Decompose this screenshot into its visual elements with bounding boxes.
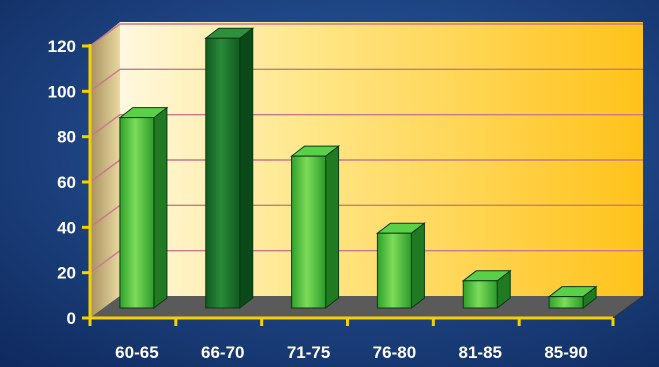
y-tick-label: 100 — [48, 82, 76, 101]
y-tick-label: 60 — [57, 173, 76, 192]
bar — [291, 155, 327, 309]
side-wall — [90, 22, 120, 318]
y-tick-label: 0 — [67, 309, 76, 328]
gridline-side — [89, 250, 121, 274]
x-tick-label: 66-70 — [201, 343, 244, 362]
bar-side — [153, 106, 168, 310]
bar — [548, 296, 584, 309]
gridline-side — [89, 159, 121, 183]
y-tick-label: 80 — [57, 128, 76, 147]
bar-side — [239, 27, 254, 310]
gridline-side — [89, 114, 121, 138]
y-tick-label: 40 — [57, 218, 76, 237]
x-tick-label: 60-65 — [115, 343, 158, 362]
floor-edge — [612, 295, 644, 319]
x-tick-label: 71-75 — [287, 343, 330, 362]
x-tick-label: 76-80 — [373, 343, 416, 362]
x-tick-label: 81-85 — [459, 343, 502, 362]
x-tick-label: 85-90 — [544, 343, 587, 362]
bar — [119, 117, 155, 309]
gridline-side — [89, 204, 121, 228]
gridline-side — [89, 68, 121, 92]
bar — [376, 232, 412, 309]
bar-side — [325, 145, 340, 310]
plot-area: 0 20 40 60 80 100 120 60-65 66-70 71-75 76-80 81-85… — [48, 22, 644, 362]
bar-side — [410, 222, 425, 310]
y-tick-label: 20 — [57, 264, 76, 283]
bar — [462, 280, 498, 309]
gridline-side — [89, 23, 121, 47]
y-tick-label: 120 — [48, 37, 76, 56]
bar — [205, 37, 241, 309]
